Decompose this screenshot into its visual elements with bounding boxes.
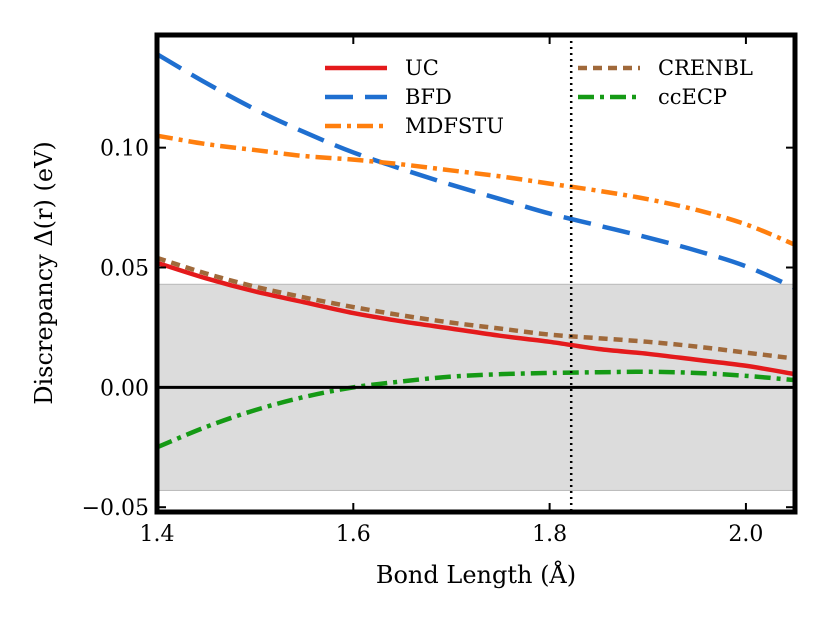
series-line-uc xyxy=(157,260,795,377)
legend-label-uc: UC xyxy=(405,56,439,80)
y-tick-label: −0.05 xyxy=(82,496,149,521)
series-line-crenbl xyxy=(157,255,795,361)
plot-frame xyxy=(154,32,798,515)
y-tick-label: 0.00 xyxy=(100,376,149,401)
legend-label-mdfstu: MDFSTU xyxy=(405,114,504,138)
series-layer xyxy=(157,52,795,450)
legend: UC BFD MDFSTU CRENBL ccECP xyxy=(325,56,753,138)
series-line-mdfstu xyxy=(157,133,795,247)
legend-label-crenbl: CRENBL xyxy=(658,56,753,80)
series-line-ccecp xyxy=(157,369,795,450)
x-axis-label: Bond Length (Å) xyxy=(376,560,576,589)
y-tick-label: 0.05 xyxy=(100,257,149,282)
ticks-layer: 1.4 1.6 1.8 2.0 −0.05 0.00 0.05 0.10 xyxy=(82,35,795,547)
legend-label-ccecp: ccECP xyxy=(658,85,727,109)
x-tick-label: 1.6 xyxy=(336,522,371,547)
legend-label-bfd: BFD xyxy=(405,85,452,109)
y-tick-label: 0.10 xyxy=(100,137,149,162)
x-tick-label: 1.8 xyxy=(532,522,567,547)
x-tick-label: 2.0 xyxy=(728,522,763,547)
y-axis-label: Discrepancy Δ(r) (eV) xyxy=(30,141,58,405)
x-tick-label: 1.4 xyxy=(140,522,175,547)
series-line-bfd xyxy=(157,52,795,290)
